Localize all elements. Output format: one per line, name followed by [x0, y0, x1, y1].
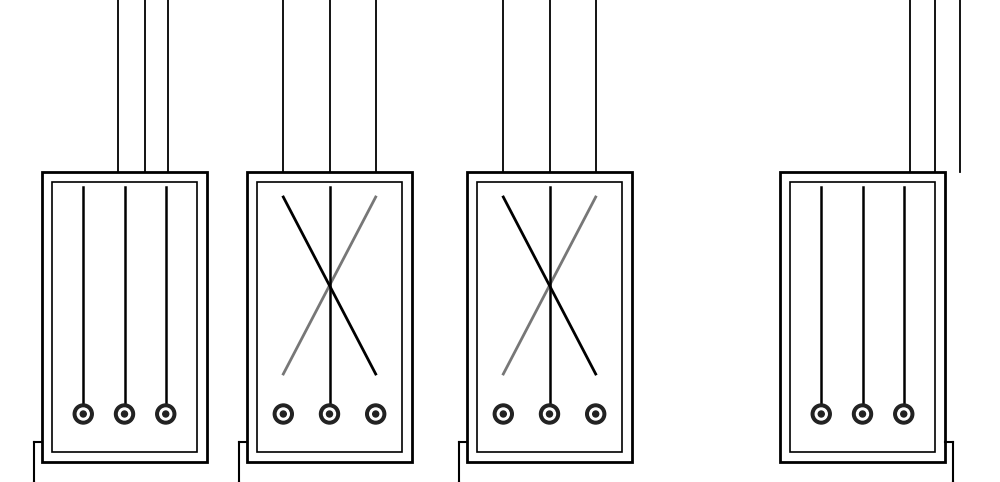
Circle shape: [77, 408, 89, 420]
Circle shape: [119, 408, 130, 420]
Bar: [790, 182, 935, 452]
Circle shape: [590, 408, 602, 420]
Circle shape: [540, 404, 560, 424]
Circle shape: [593, 411, 599, 417]
Circle shape: [324, 408, 336, 420]
Circle shape: [114, 404, 134, 424]
Circle shape: [860, 411, 866, 417]
Circle shape: [497, 408, 509, 420]
Circle shape: [280, 411, 286, 417]
Circle shape: [815, 408, 827, 420]
Circle shape: [156, 404, 176, 424]
Circle shape: [500, 411, 506, 417]
Bar: [247, 172, 412, 462]
Bar: [257, 182, 402, 452]
Circle shape: [366, 404, 386, 424]
Circle shape: [818, 411, 824, 417]
Circle shape: [326, 411, 332, 417]
Circle shape: [73, 404, 93, 424]
Circle shape: [122, 411, 128, 417]
Circle shape: [546, 411, 552, 417]
Circle shape: [901, 411, 907, 417]
Circle shape: [370, 408, 382, 420]
Circle shape: [894, 404, 914, 424]
Circle shape: [80, 411, 86, 417]
Bar: [467, 172, 632, 462]
Circle shape: [373, 411, 379, 417]
Circle shape: [163, 411, 169, 417]
Circle shape: [852, 404, 872, 424]
Bar: [42, 172, 207, 462]
Bar: [477, 182, 622, 452]
Circle shape: [544, 408, 556, 420]
Circle shape: [586, 404, 606, 424]
Bar: [780, 172, 945, 462]
Circle shape: [320, 404, 340, 424]
Circle shape: [898, 408, 910, 420]
Circle shape: [856, 408, 868, 420]
Bar: [52, 182, 197, 452]
Circle shape: [811, 404, 831, 424]
Circle shape: [273, 404, 293, 424]
Circle shape: [277, 408, 289, 420]
Circle shape: [160, 408, 172, 420]
Circle shape: [493, 404, 513, 424]
